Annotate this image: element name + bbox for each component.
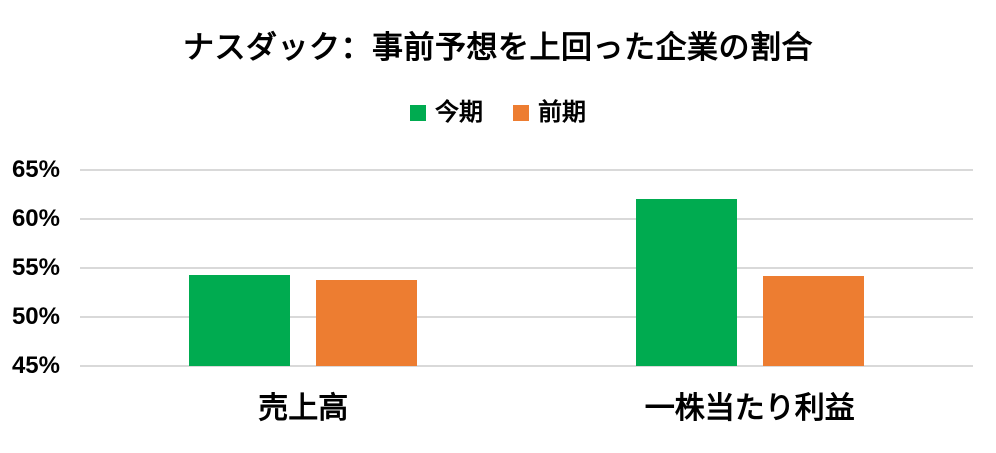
gridline bbox=[80, 365, 973, 367]
legend-swatch-green-icon bbox=[410, 105, 426, 121]
gridline bbox=[80, 169, 973, 171]
y-axis-tick-label: 55% bbox=[11, 254, 60, 281]
x-axis-category-label: 売上高 bbox=[258, 392, 349, 425]
x-axis-category-label: 一株当たり利益 bbox=[644, 392, 855, 425]
y-axis-tick-label: 60% bbox=[11, 205, 60, 232]
legend-swatch-orange-icon bbox=[513, 105, 529, 121]
y-axis-tick-label: 45% bbox=[11, 352, 60, 379]
bar-前期-売上高 bbox=[316, 279, 418, 366]
legend-label-previous-period: 前期 bbox=[538, 99, 586, 126]
legend-label-current-period: 今期 bbox=[435, 99, 483, 126]
y-axis-tick-label: 50% bbox=[11, 303, 60, 330]
gridline bbox=[80, 267, 973, 269]
legend-item-current-period: 今期 bbox=[410, 101, 483, 125]
chart-legend: 今期 前期 bbox=[0, 101, 996, 125]
legend-item-previous-period: 前期 bbox=[513, 101, 586, 125]
chart-title: ナスダック：事前予想を上回った企業の割合 bbox=[183, 30, 813, 65]
gridline bbox=[80, 218, 973, 220]
bar-今期-売上高 bbox=[189, 274, 291, 366]
bar-今期-一株当たり利益 bbox=[635, 199, 737, 366]
gridline bbox=[80, 316, 973, 318]
y-axis-tick-label: 65% bbox=[11, 156, 60, 183]
bar-前期-一株当たり利益 bbox=[762, 275, 864, 366]
